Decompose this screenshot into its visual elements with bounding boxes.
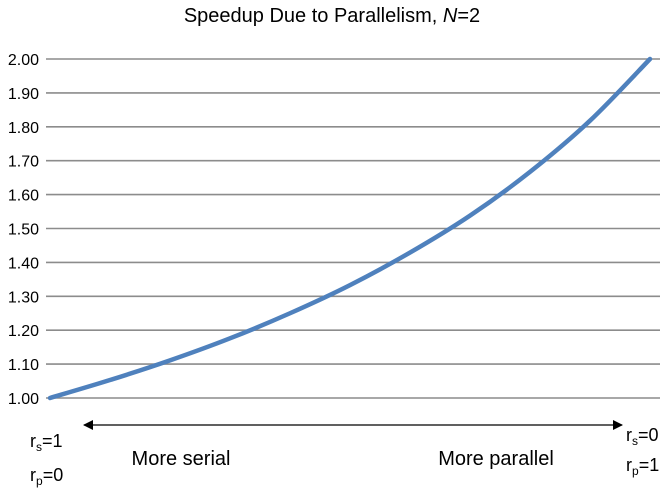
- y-tick-label: 1.50: [8, 222, 39, 239]
- more-serial-label: More serial: [132, 448, 231, 470]
- y-axis-tick-labels: 1.00 1.10 1.20 1.30 1.40 1.50 1.60 1.70 1.80 1.90…: [8, 52, 39, 408]
- y-tick-label: 1.60: [8, 188, 39, 205]
- y-tick-label: 2.00: [8, 52, 39, 69]
- y-tick-label: 1.30: [8, 289, 39, 306]
- y-tick-label: 1.20: [8, 323, 39, 340]
- y-tick-label: 1.90: [8, 86, 39, 103]
- chart-title: Speedup Due to Parallelism, N=2: [184, 5, 480, 27]
- left-rp-label: rp=0: [30, 465, 63, 488]
- y-tick-label: 1.00: [8, 391, 39, 408]
- y-tick-label: 1.10: [8, 357, 39, 374]
- gridlines: [46, 58, 660, 399]
- y-tick-label: 1.40: [8, 255, 39, 272]
- right-rs-label: rs=0: [626, 425, 659, 448]
- y-tick-label: 1.80: [8, 120, 39, 137]
- y-tick-label: 1.70: [8, 154, 39, 171]
- speedup-series-line: [47, 56, 653, 401]
- left-rs-label: rs=1: [30, 431, 63, 454]
- series-lines: [47, 56, 653, 401]
- more-parallel-label: More parallel: [438, 448, 554, 470]
- right-rp-label: rp=1: [626, 455, 659, 478]
- chart-title-variable: N: [443, 5, 458, 27]
